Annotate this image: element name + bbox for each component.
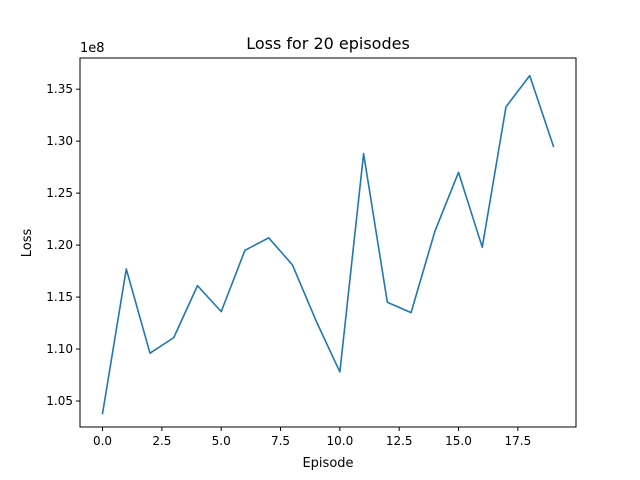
y-offset-label: 1e8 bbox=[80, 41, 105, 56]
x-tick-label: 17.5 bbox=[504, 434, 531, 448]
y-axis: 1.05 1.10 1.15 1.20 1.25 1.30 1.35 bbox=[46, 82, 80, 408]
y-tick-label: 1.05 bbox=[46, 394, 73, 408]
x-axis-label: Episode bbox=[302, 456, 353, 471]
x-tick-label: 12.5 bbox=[386, 434, 413, 448]
y-tick-label: 1.30 bbox=[46, 134, 73, 148]
x-tick-label: 10.0 bbox=[327, 434, 354, 448]
x-tick-label: 0.0 bbox=[93, 434, 112, 448]
x-tick-label: 2.5 bbox=[152, 434, 171, 448]
y-tick-label: 1.15 bbox=[46, 290, 73, 304]
y-tick-label: 1.25 bbox=[46, 186, 73, 200]
x-tick-label: 15.0 bbox=[445, 434, 472, 448]
x-axis: 0.0 2.5 5.0 7.5 10.0 12.5 15.0 17.5 bbox=[93, 427, 531, 448]
y-tick-label: 1.20 bbox=[46, 238, 73, 252]
plot-area bbox=[101, 74, 555, 415]
x-tick-label: 7.5 bbox=[271, 434, 290, 448]
y-tick-label: 1.10 bbox=[46, 342, 73, 356]
y-tick-label: 1.35 bbox=[46, 82, 73, 96]
chart-title: Loss for 20 episodes bbox=[246, 34, 410, 53]
x-tick-label: 5.0 bbox=[212, 434, 231, 448]
series-line-0 bbox=[101, 74, 555, 415]
axes-frame bbox=[79, 57, 577, 428]
y-axis-label: Loss bbox=[20, 229, 35, 258]
